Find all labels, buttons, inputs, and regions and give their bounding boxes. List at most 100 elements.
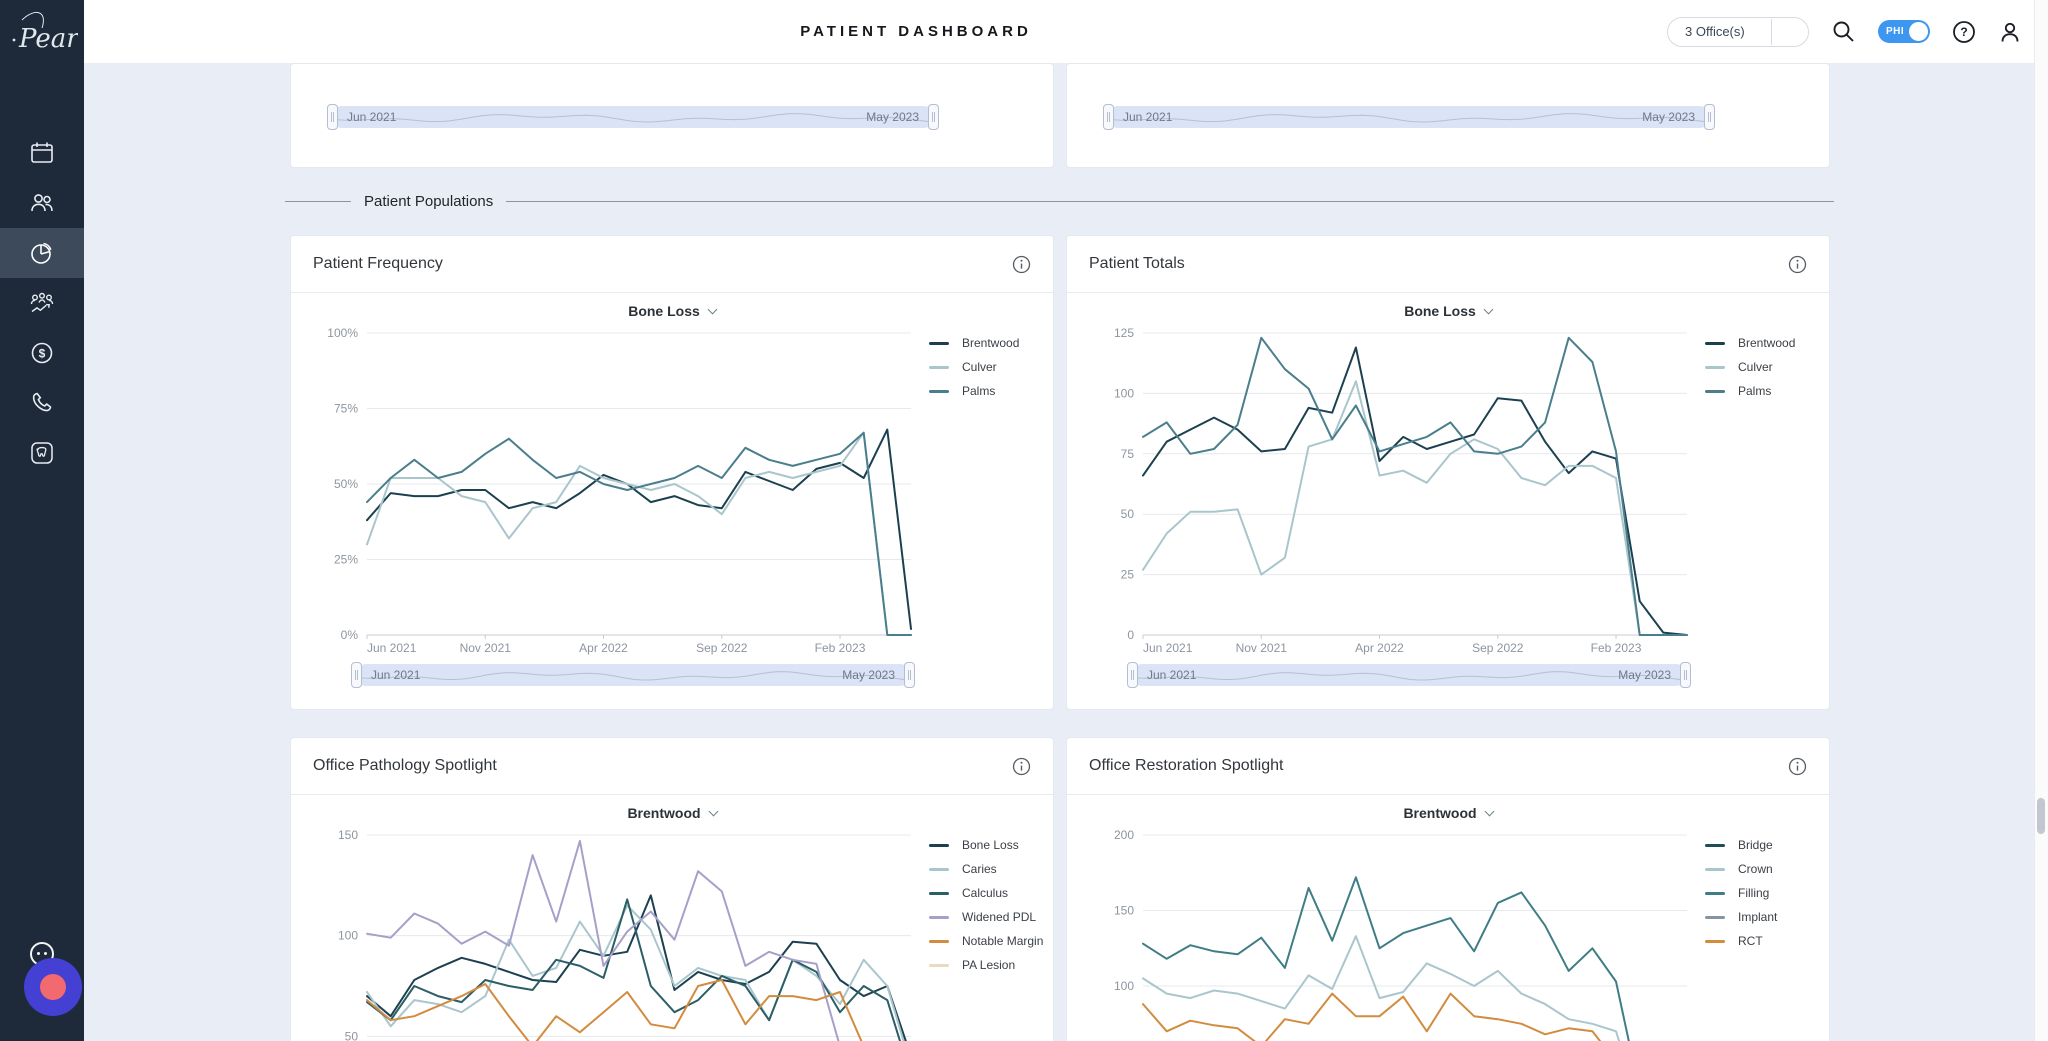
- legend-dash: [1705, 867, 1725, 871]
- legend-item[interactable]: Culver: [929, 355, 1029, 379]
- svg-text:Nov 2021: Nov 2021: [1236, 641, 1288, 655]
- legend-label: Brentwood: [962, 336, 1020, 350]
- legend-label: Culver: [962, 360, 997, 374]
- help-button[interactable]: ?: [1952, 20, 1976, 44]
- legend-item[interactable]: Crown: [1705, 857, 1805, 881]
- slider-handle-left[interactable]: [327, 104, 338, 130]
- slider-handle-right[interactable]: [928, 104, 939, 130]
- legend-item[interactable]: Filling: [1705, 881, 1805, 905]
- dollar-icon: $: [29, 340, 55, 366]
- chevron-down-icon: [1484, 806, 1494, 816]
- legend-item[interactable]: Widened PDL: [929, 905, 1036, 929]
- help-icon: ?: [1952, 20, 1976, 44]
- chart-patient-frequency: 100% 75% 50% 25% 0% Jun 2021 Nov 2021 Apr 2022 S…: [315, 325, 917, 657]
- svg-text:100: 100: [1114, 979, 1134, 993]
- date-range-slider[interactable]: Jun 2021 May 2023: [1103, 104, 1715, 130]
- svg-text:100: 100: [338, 929, 358, 943]
- scrollbar-track[interactable]: [2034, 0, 2048, 1041]
- office-selector[interactable]: 3 Office(s): [1667, 16, 1809, 47]
- legend-label: Crown: [1738, 862, 1773, 876]
- phi-toggle[interactable]: PHI: [1878, 20, 1930, 43]
- svg-text:0%: 0%: [341, 628, 359, 642]
- legend-label: Bridge: [1738, 838, 1773, 852]
- legend-item[interactable]: Implant: [1705, 905, 1805, 929]
- chevron-down-icon: [707, 304, 718, 314]
- svg-text:Feb 2023: Feb 2023: [815, 641, 866, 655]
- legend-label: Culver: [1738, 360, 1773, 374]
- legend-item[interactable]: Palms: [1705, 379, 1805, 403]
- metric-dropdown[interactable]: Bone Loss: [315, 299, 1029, 323]
- legend-dash: [1705, 915, 1725, 919]
- sidebar-item-patients[interactable]: [0, 178, 84, 228]
- legend-item[interactable]: RCT: [1705, 929, 1805, 953]
- office-dropdown[interactable]: Brentwood: [315, 801, 1029, 825]
- legend-dash: [929, 365, 949, 369]
- legend-dash: [929, 939, 949, 943]
- user-icon: [1998, 20, 2022, 44]
- legend-label: Widened PDL: [962, 910, 1037, 924]
- search-button[interactable]: [1831, 19, 1856, 44]
- slider-handle-left[interactable]: [1127, 662, 1138, 688]
- sidebar-item-population-insights[interactable]: [0, 278, 84, 328]
- slider-handle-left[interactable]: [351, 662, 362, 688]
- sidebar-item-imaging[interactable]: [0, 428, 84, 478]
- scrollbar-thumb[interactable]: [2037, 798, 2045, 834]
- info-button[interactable]: [1012, 255, 1031, 274]
- slider-handle-right[interactable]: [1680, 662, 1691, 688]
- dashboard-content: 0% Jun 2021 Nov 2021 Apr 2022 Sep 2022 Feb 20…: [84, 63, 2048, 1041]
- info-button[interactable]: [1788, 255, 1807, 274]
- svg-text:?: ?: [1960, 25, 1967, 39]
- chat-widget-button[interactable]: [24, 958, 82, 1016]
- card-title: Patient Totals: [1089, 255, 1185, 272]
- office-selector-value: 3 Office(s): [1668, 18, 1772, 45]
- sidebar-item-analytics[interactable]: [0, 228, 84, 278]
- header: PATIENT DASHBOARD 3 Office(s) PHI: [84, 0, 2048, 63]
- population-trend-icon: [28, 290, 56, 316]
- slider-start-label: Jun 2021: [1147, 668, 1197, 682]
- legend-item[interactable]: Brentwood: [1705, 331, 1805, 355]
- chart-patient-totals: 125 100 75 50 25 0 Jun 2021 Nov 2021 Apr 2022 Sep…: [1091, 325, 1693, 657]
- svg-text:200: 200: [1114, 828, 1134, 842]
- chevron-down-icon: [1483, 304, 1494, 314]
- metric-dropdown[interactable]: Bone Loss: [1091, 299, 1805, 323]
- card-title: Patient Frequency: [313, 255, 443, 272]
- info-button[interactable]: [1788, 757, 1807, 776]
- legend-dash: [929, 867, 949, 871]
- slider-handle-right[interactable]: [1704, 104, 1715, 130]
- legend-item[interactable]: Notable Margin: [929, 929, 1043, 953]
- legend-item[interactable]: Palms: [929, 379, 1029, 403]
- account-button[interactable]: [1998, 20, 2022, 44]
- legend-item[interactable]: Bone Loss: [929, 833, 1029, 857]
- card-title: Office Pathology Spotlight: [313, 757, 497, 774]
- divider-line: [506, 200, 1834, 202]
- legend-label: Palms: [962, 384, 996, 398]
- header-controls: 3 Office(s) PHI ?: [1667, 0, 2022, 63]
- info-button[interactable]: [1012, 757, 1031, 776]
- date-range-slider[interactable]: Jun 2021 May 2023: [1127, 662, 1691, 688]
- slider-handle-left[interactable]: [1103, 104, 1114, 130]
- date-range-slider[interactable]: Jun 2021 May 2023: [327, 104, 939, 130]
- legend-item[interactable]: Bridge: [1705, 833, 1805, 857]
- legend-item[interactable]: Caries: [929, 857, 1029, 881]
- legend-label: Filling: [1738, 886, 1770, 900]
- svg-text:150: 150: [338, 828, 358, 842]
- svg-text:Jun 2021: Jun 2021: [367, 641, 417, 655]
- sidebar-item-calls[interactable]: [0, 378, 84, 428]
- slider-handle-right[interactable]: [904, 662, 915, 688]
- legend-label: Implant: [1738, 910, 1778, 924]
- svg-text:Pearl: Pearl: [18, 24, 78, 54]
- card-office-restoration: Office Restoration Spotlight Brentwood 2…: [1066, 737, 1830, 1041]
- legend-item[interactable]: PA Lesion: [929, 953, 1029, 977]
- legend-dash: [1705, 365, 1725, 369]
- slider-end-label: May 2023: [1618, 668, 1671, 682]
- office-dropdown[interactable]: Brentwood: [1091, 801, 1805, 825]
- sidebar-item-billing[interactable]: $: [0, 328, 84, 378]
- legend-label: Brentwood: [1738, 336, 1796, 350]
- legend-item[interactable]: Calculus: [929, 881, 1029, 905]
- card-patient-totals: Patient Totals Bone Loss 125 100 75 50 25 0 Ju…: [1066, 235, 1830, 710]
- legend-item[interactable]: Culver: [1705, 355, 1805, 379]
- sidebar-item-schedule[interactable]: [0, 128, 84, 178]
- legend-dash: [929, 891, 949, 895]
- date-range-slider[interactable]: Jun 2021 May 2023: [351, 662, 915, 688]
- legend-item[interactable]: Brentwood: [929, 331, 1029, 355]
